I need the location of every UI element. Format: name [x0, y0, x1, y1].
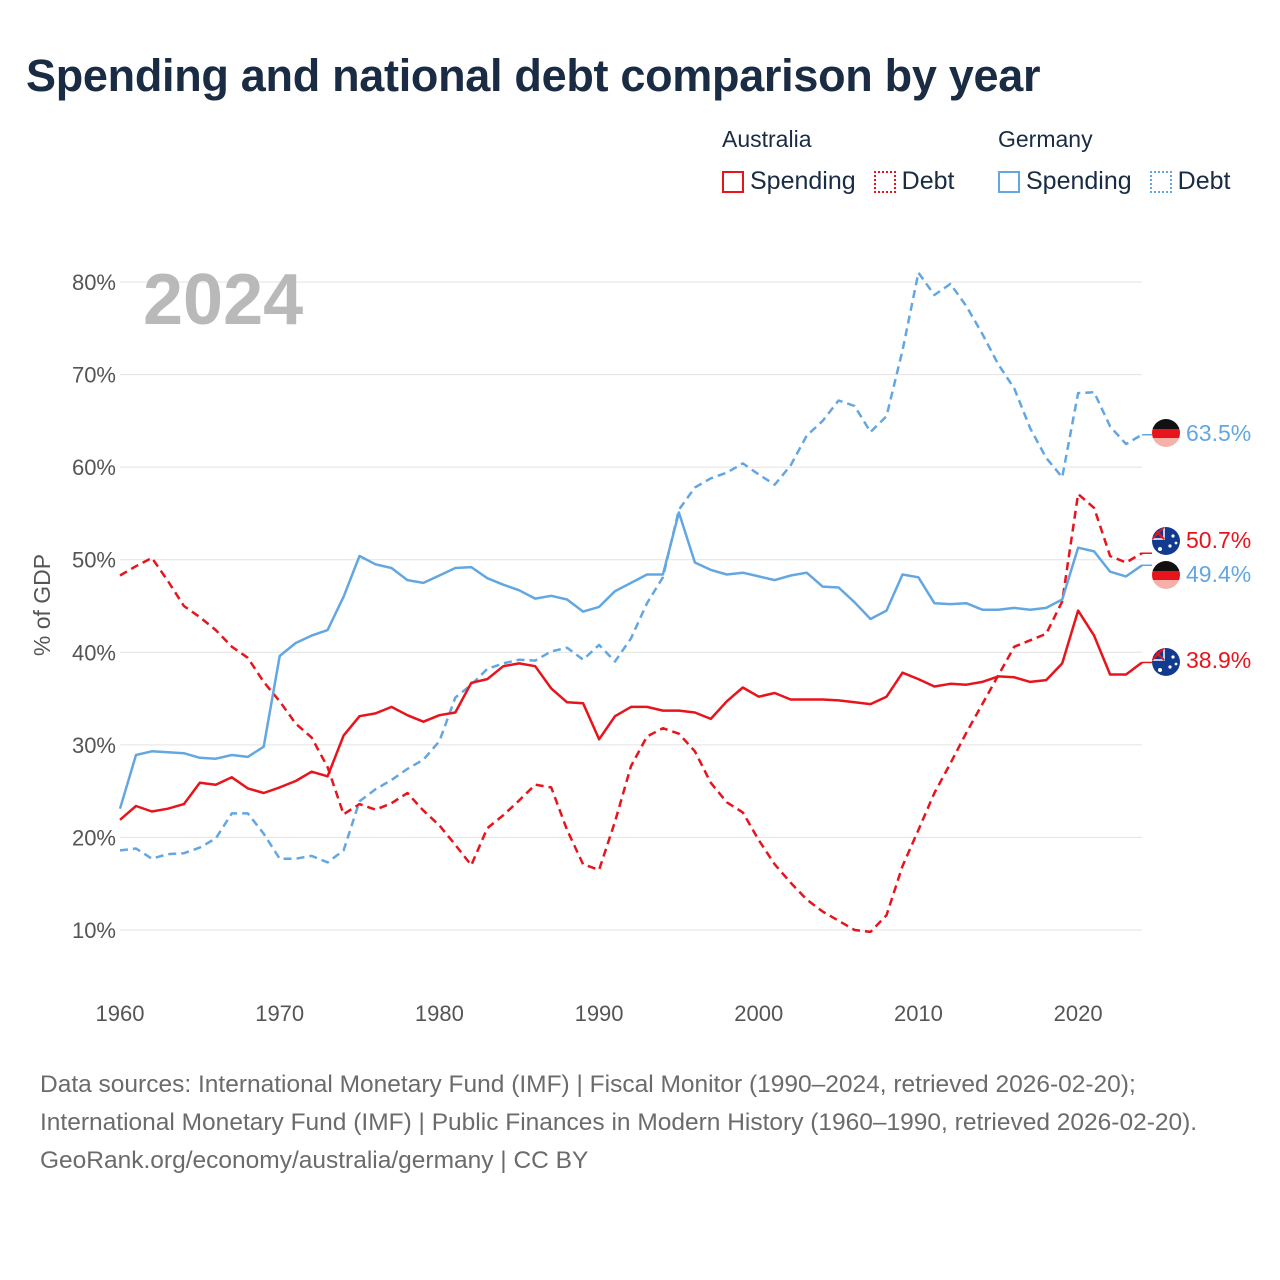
y-tick-label: 10% — [72, 918, 116, 943]
source-text: Data sources: International Monetary Fun… — [40, 1071, 1198, 1136]
legend-group-australia: Australia Spending Debt — [722, 126, 954, 196]
y-axis-label: % of GDP — [29, 554, 55, 656]
source-note: Data sources: International Monetary Fun… — [40, 1066, 1240, 1180]
legend-item-germany-spending[interactable]: Spending — [998, 167, 1132, 196]
end-label-australia-debt: 50.7% — [1186, 527, 1251, 553]
legend-item-australia-spending[interactable]: Spending — [722, 167, 856, 196]
end-label-germany-spending: 49.4% — [1186, 561, 1251, 587]
chart-title: Spending and national debt comparison by… — [26, 50, 1041, 101]
series-line-australia-debt[interactable] — [119, 492, 1143, 934]
x-tick-label: 1970 — [255, 1001, 304, 1026]
x-tick-label: 2010 — [894, 1001, 943, 1026]
legend-item-australia-debt[interactable]: Debt — [873, 167, 955, 196]
x-tick-label: 2020 — [1054, 1001, 1103, 1026]
y-tick-label: 60% — [72, 455, 116, 480]
legend-group-germany: Germany Spending Debt — [998, 126, 1230, 196]
legend-item-germany-debt[interactable]: Debt — [1149, 167, 1231, 196]
series-line-germany-debt[interactable] — [119, 271, 1143, 864]
line-chart: 10% 20% 30% 40% 50% 60% 70% 80% 1960 1970 1980 1990… — [29, 260, 1251, 1026]
australia-flag-icon — [1152, 527, 1180, 555]
legend-swatch — [1149, 170, 1172, 193]
legend-label: Debt — [901, 167, 955, 195]
legend-swatch — [722, 170, 744, 193]
end-label-australia-spending: 38.9% — [1186, 647, 1251, 673]
attribution-link[interactable]: GeoRank.org/economy/australia/germany | … — [40, 1147, 589, 1174]
australia-flag-icon — [1152, 648, 1180, 676]
year-watermark: 2024 — [143, 260, 303, 340]
end-label-germany-debt: 63.5% — [1186, 420, 1251, 446]
legend-swatch — [873, 170, 896, 193]
germany-flag-icon — [1152, 419, 1180, 447]
legend-swatch — [998, 170, 1020, 193]
y-tick-label: 50% — [72, 548, 116, 573]
y-tick-label: 70% — [72, 363, 116, 388]
y-tick-label: 80% — [72, 270, 116, 295]
legend-label: Debt — [1177, 167, 1231, 195]
x-tick-label: 1990 — [575, 1001, 624, 1026]
x-tick-label: 1980 — [415, 1001, 464, 1026]
y-tick-label: 40% — [72, 640, 116, 665]
x-tick-label: 1960 — [96, 1001, 145, 1026]
y-tick-label: 30% — [72, 733, 116, 758]
series-line-australia-spending[interactable] — [119, 609, 1143, 821]
germany-flag-icon — [1152, 561, 1180, 589]
y-tick-label: 20% — [72, 825, 116, 850]
legend-label: Spending — [750, 167, 856, 195]
legend-label: Spending — [1026, 167, 1132, 195]
legend-group-title: Germany — [998, 126, 1093, 152]
legend-group-title: Australia — [722, 126, 812, 152]
series-line-germany-spending[interactable] — [118, 511, 1143, 810]
x-tick-label: 2000 — [734, 1001, 783, 1026]
